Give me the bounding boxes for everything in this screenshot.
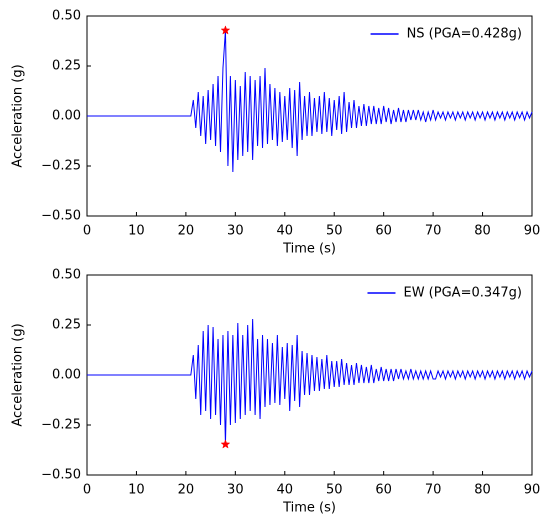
x-tick-label: 90 [524, 224, 541, 239]
y-tick-label: −0.50 [41, 209, 81, 224]
x-tick-label: 40 [277, 483, 294, 498]
y-tick-label: 0.25 [52, 59, 81, 74]
x-axis-label: Time (s) [282, 501, 336, 516]
series-line [87, 318, 533, 445]
x-tick-label: 50 [326, 224, 343, 239]
legend-label: EW (PGA=0.347g) [403, 286, 522, 301]
y-tick-label: −0.50 [41, 468, 81, 483]
peak-marker [220, 25, 231, 35]
series-line [87, 30, 533, 173]
y-axis-label: Acceleration (g) [11, 323, 26, 426]
y-tick-label: 0.25 [52, 318, 81, 333]
x-tick-label: 30 [227, 483, 244, 498]
x-tick-label: 0 [83, 224, 91, 239]
peak-marker [220, 439, 231, 449]
x-tick-label: 10 [128, 224, 145, 239]
y-tick-label: 0.50 [52, 9, 81, 24]
x-tick-label: 50 [326, 483, 343, 498]
x-tick-label: 0 [83, 483, 91, 498]
x-tick-label: 70 [425, 483, 442, 498]
y-tick-label: −0.25 [41, 418, 81, 433]
subplot: 0 10 20 30 40 50 60 70 80 90 −0.50 −0.25 0.00 0.25 0.5… [11, 268, 541, 516]
x-tick-label: 20 [178, 483, 195, 498]
y-axis-label: Acceleration (g) [11, 64, 26, 167]
x-tick-label: 90 [524, 483, 541, 498]
y-tick-label: 0.50 [52, 268, 81, 283]
x-tick-label: 60 [375, 483, 392, 498]
x-tick-label: 20 [178, 224, 195, 239]
y-tick-label: −0.25 [41, 159, 81, 174]
x-tick-label: 40 [277, 224, 294, 239]
x-axis-label: Time (s) [282, 242, 336, 257]
x-tick-label: 80 [474, 224, 491, 239]
x-tick-label: 60 [375, 224, 392, 239]
x-tick-label: 30 [227, 224, 244, 239]
x-tick-label: 70 [425, 224, 442, 239]
x-tick-label: 80 [474, 483, 491, 498]
subplot: 0 10 20 30 40 50 60 70 80 90 −0.50 −0.25 0.00 0.25 0.5… [11, 9, 541, 257]
y-tick-label: 0.00 [52, 109, 81, 124]
legend-label: NS (PGA=0.428g) [407, 27, 522, 42]
x-tick-label: 10 [128, 483, 145, 498]
y-tick-label: 0.00 [52, 368, 81, 383]
